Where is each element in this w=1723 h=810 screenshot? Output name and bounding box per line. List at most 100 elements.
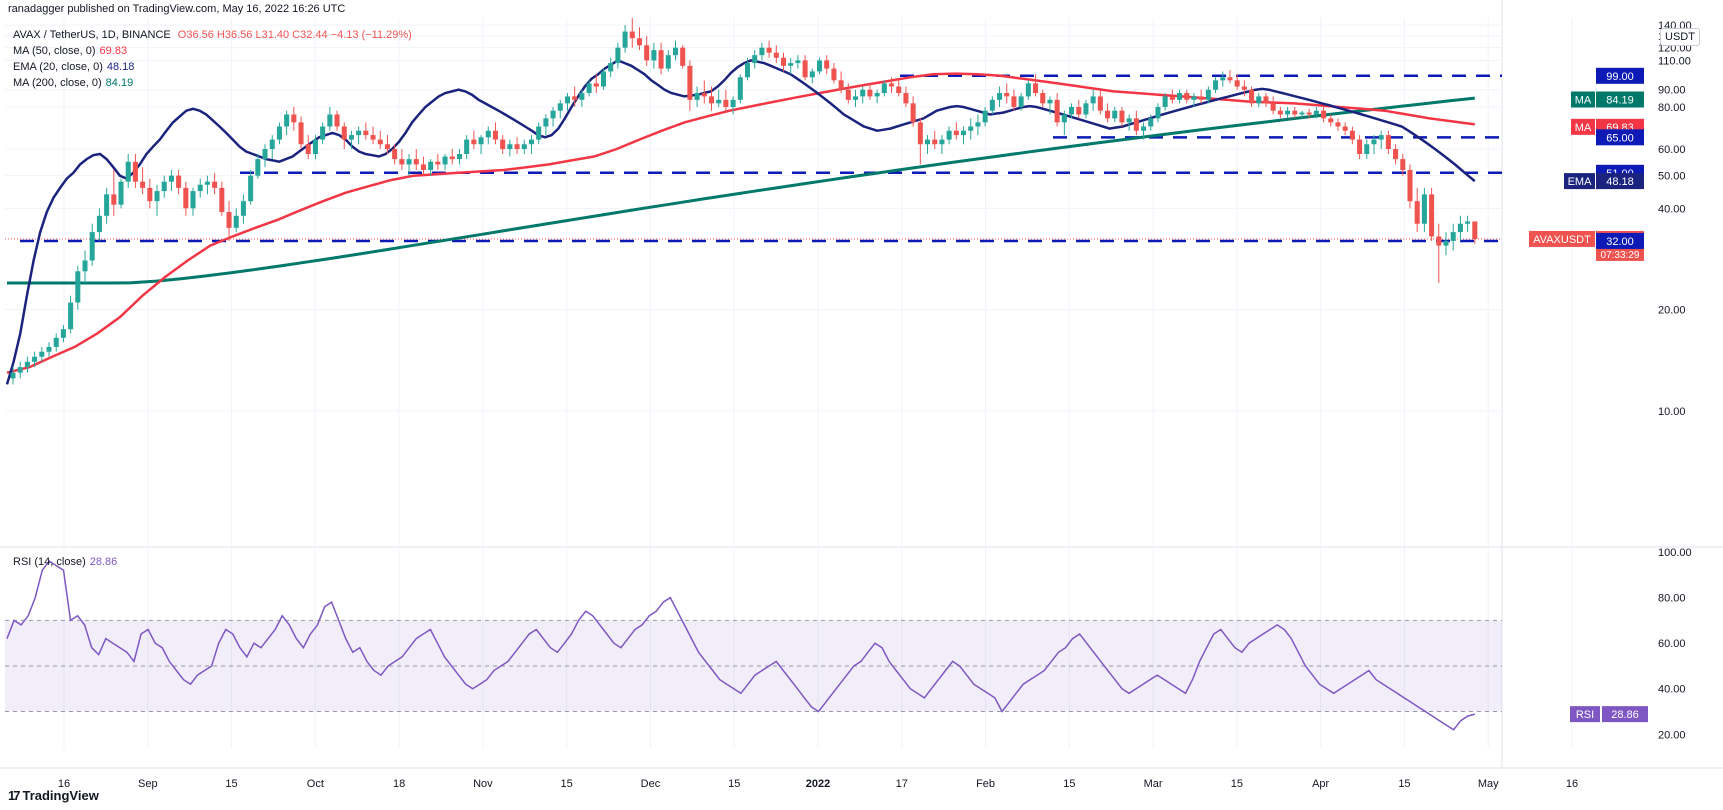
candle-body bbox=[773, 52, 779, 58]
currency-badge[interactable]: USDT bbox=[1660, 28, 1700, 46]
time-tick-label: 16 bbox=[1566, 778, 1578, 790]
candle bbox=[636, 27, 643, 51]
price-tick-label: 40.00 bbox=[1658, 203, 1686, 215]
candle-body bbox=[665, 55, 671, 69]
ohlc-values: O36.56 H36.56 L31.40 C32.44 −4.13 (−11.2… bbox=[177, 29, 412, 41]
candle bbox=[1105, 103, 1111, 123]
time-tick-label: 15 bbox=[561, 778, 573, 790]
candle bbox=[831, 63, 837, 84]
candle-body bbox=[925, 139, 931, 145]
candle bbox=[1443, 232, 1449, 256]
candle bbox=[845, 83, 851, 104]
candle bbox=[816, 57, 823, 75]
time-tick-label: Mar bbox=[1144, 778, 1163, 790]
candle bbox=[53, 333, 59, 352]
candle bbox=[752, 50, 758, 69]
candle-body bbox=[17, 367, 23, 373]
candle bbox=[1256, 93, 1262, 107]
candle-body bbox=[1112, 110, 1118, 119]
candle-body bbox=[276, 126, 282, 140]
candle bbox=[17, 361, 23, 379]
candle-body bbox=[744, 63, 751, 78]
candle bbox=[226, 201, 232, 241]
candle-body bbox=[262, 149, 268, 160]
countdown-text: 07:33:29 bbox=[1601, 250, 1640, 261]
candle-body bbox=[1249, 89, 1255, 104]
price-tick-label: 60.00 bbox=[1658, 144, 1686, 156]
candle-body bbox=[1126, 118, 1132, 123]
candle bbox=[1241, 80, 1247, 97]
candle bbox=[140, 167, 146, 195]
candle bbox=[10, 367, 16, 385]
candle bbox=[75, 265, 81, 310]
candle-body bbox=[154, 191, 160, 202]
candle bbox=[399, 149, 405, 170]
time-tick-label: 15 bbox=[1063, 778, 1075, 790]
candle-body bbox=[1090, 96, 1096, 104]
candle-body bbox=[442, 156, 448, 165]
candle-body bbox=[1061, 114, 1067, 123]
candle bbox=[1270, 96, 1276, 115]
time-tick-label: Apr bbox=[1312, 778, 1329, 790]
candle-body bbox=[1241, 86, 1247, 90]
candle bbox=[435, 153, 441, 170]
candle-body bbox=[32, 356, 38, 362]
candle-body bbox=[1205, 89, 1211, 100]
candle-body bbox=[1155, 106, 1161, 119]
candle bbox=[680, 45, 686, 69]
price-label-bg bbox=[1596, 129, 1644, 146]
candle-body bbox=[816, 60, 823, 72]
candle-body bbox=[514, 144, 520, 150]
rsi-legend-label: RSI (14, close) bbox=[13, 556, 86, 568]
candle-body bbox=[672, 47, 679, 56]
candle bbox=[377, 130, 383, 150]
candle-body bbox=[39, 351, 45, 357]
candle-body bbox=[1421, 194, 1427, 224]
candle bbox=[82, 250, 88, 284]
candle bbox=[1126, 114, 1132, 131]
candle-body bbox=[838, 80, 844, 90]
candle-body bbox=[939, 139, 945, 145]
candle-body bbox=[651, 50, 657, 61]
candle-body bbox=[370, 135, 376, 140]
candle bbox=[961, 126, 967, 145]
candle bbox=[1321, 106, 1327, 123]
candle-body bbox=[1076, 106, 1082, 115]
candle-body bbox=[118, 181, 124, 205]
candle-body bbox=[428, 161, 434, 170]
candle-body bbox=[269, 139, 275, 150]
rsi-prefix-bg bbox=[1570, 706, 1600, 723]
candle bbox=[968, 118, 974, 140]
candle-body bbox=[1256, 96, 1262, 104]
candle bbox=[212, 172, 218, 195]
candle bbox=[622, 25, 628, 53]
candle-body bbox=[46, 346, 52, 352]
candle bbox=[507, 139, 513, 157]
candle-body bbox=[183, 187, 189, 209]
candle-body bbox=[1263, 96, 1269, 104]
candle bbox=[860, 86, 866, 104]
price-label-bg bbox=[1596, 232, 1644, 249]
candle-body bbox=[730, 99, 736, 107]
candle-body bbox=[363, 130, 369, 136]
candle-body bbox=[1385, 135, 1391, 150]
candle-body bbox=[449, 156, 455, 160]
candle bbox=[665, 50, 671, 72]
candle bbox=[1349, 126, 1355, 145]
tradingview-logo[interactable]: 17 TradingView bbox=[8, 788, 99, 803]
candle bbox=[579, 89, 585, 107]
candle-body bbox=[176, 175, 182, 188]
candle-body bbox=[788, 63, 794, 66]
candle-body bbox=[802, 60, 808, 78]
candle bbox=[1155, 103, 1161, 123]
candle bbox=[1249, 86, 1255, 107]
candle bbox=[46, 342, 52, 357]
candle bbox=[759, 42, 765, 61]
candle bbox=[190, 187, 196, 216]
rsi-tick-label: 40.00 bbox=[1658, 684, 1686, 696]
candle bbox=[305, 135, 311, 160]
candle-body bbox=[521, 144, 527, 150]
candle-body bbox=[528, 139, 534, 145]
candle-body bbox=[1018, 96, 1024, 107]
